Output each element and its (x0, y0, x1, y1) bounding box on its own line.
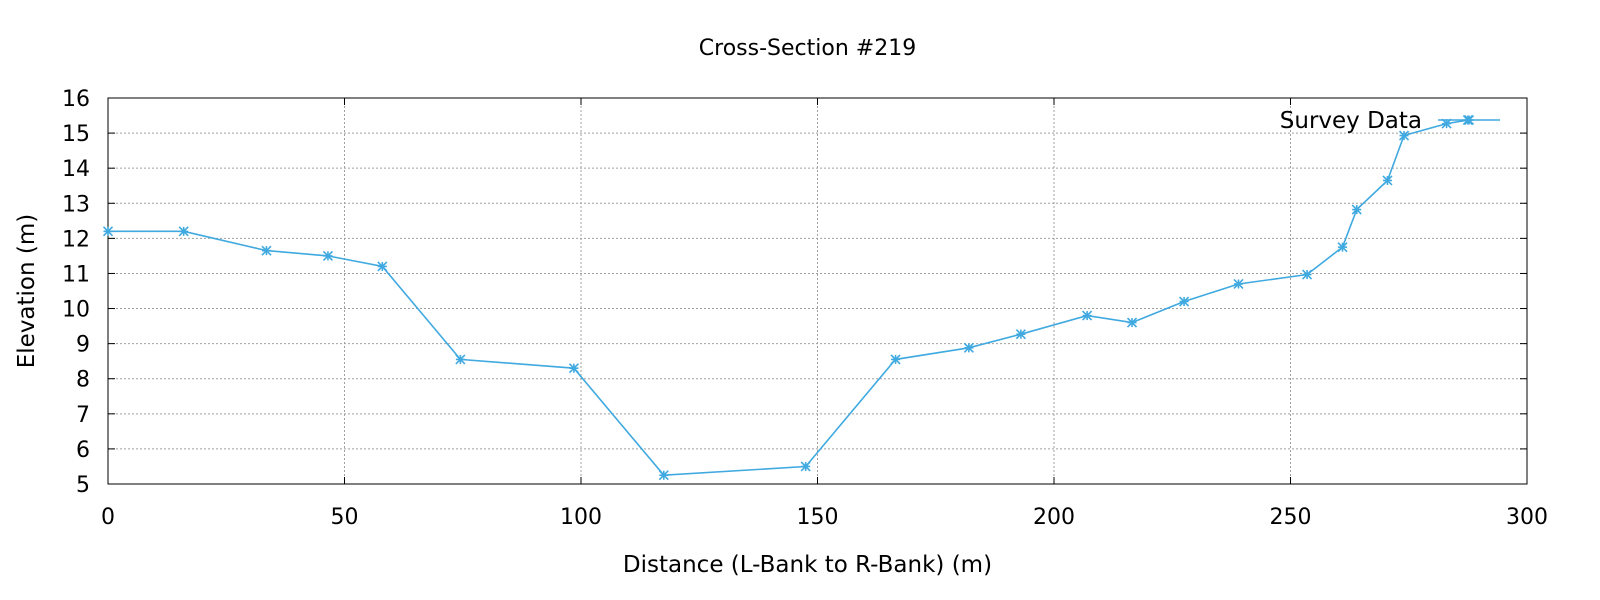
x-tick-label: 50 (331, 505, 359, 530)
data-point (1382, 175, 1393, 186)
series-survey-data (102, 115, 1473, 481)
data-point (102, 226, 114, 237)
data-point (377, 261, 388, 272)
y-axis-label: Elevation (m) (14, 214, 40, 369)
x-tick-label: 150 (797, 505, 839, 530)
y-tick-label: 11 (62, 262, 90, 287)
data-point (963, 342, 974, 353)
data-point (658, 470, 669, 481)
y-tick-label: 15 (62, 122, 90, 147)
data-point (890, 354, 901, 365)
y-tick-label: 8 (76, 368, 90, 393)
y-tick-label: 14 (62, 157, 90, 182)
data-point (261, 245, 272, 256)
data-point (800, 461, 811, 472)
data-point (1398, 130, 1410, 141)
y-tick-label: 9 (76, 333, 90, 358)
data-point (455, 354, 466, 365)
data-point (568, 363, 579, 374)
legend-marker (1463, 114, 1475, 126)
series-line (108, 119, 1469, 477)
x-tick-label: 100 (560, 505, 602, 530)
data-point (1337, 242, 1348, 253)
grid (108, 98, 1527, 484)
y-tick-label: 7 (76, 403, 90, 428)
x-tick-label: 0 (101, 505, 115, 530)
data-point (1301, 269, 1313, 280)
y-tick-label: 6 (76, 438, 90, 463)
legend: Survey Data (1280, 108, 1500, 134)
y-tick-label: 16 (62, 87, 90, 112)
x-tick-label: 200 (1033, 505, 1075, 530)
data-point (178, 226, 189, 237)
data-point (1126, 317, 1138, 328)
x-tick-label: 300 (1506, 505, 1548, 530)
x-tick-label: 250 (1270, 505, 1312, 530)
axis-ticks: 0 50 100 150 200 250 300 5 6 7 8 9 10 11 12 13 14 15 16 (62, 87, 1548, 530)
y-tick-label: 5 (76, 473, 90, 498)
data-point (1082, 310, 1093, 321)
y-tick-label: 12 (62, 227, 90, 252)
data-point (1351, 204, 1362, 215)
data-point (1015, 329, 1026, 340)
data-point (1233, 278, 1244, 290)
x-axis-label: Distance (L-Bank to R-Bank) (m) (623, 552, 992, 578)
legend-line-sample (1438, 114, 1500, 126)
y-tick-label: 10 (62, 298, 90, 323)
data-point (322, 250, 334, 261)
y-tick-label: 13 (62, 192, 90, 217)
data-point (1179, 296, 1190, 307)
chart-title: Cross-Section #219 (699, 36, 916, 61)
legend-label: Survey Data (1280, 108, 1422, 134)
